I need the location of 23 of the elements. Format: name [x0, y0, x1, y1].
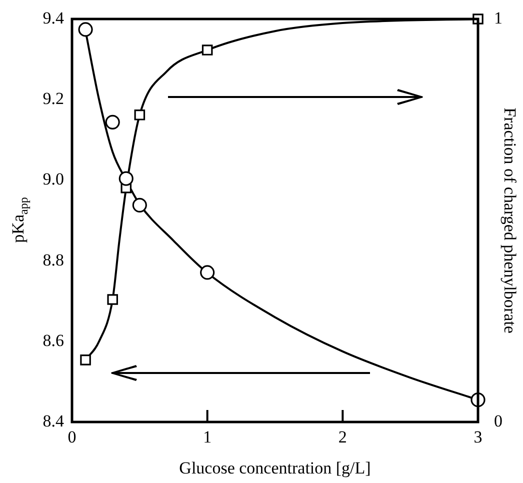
point [78, 22, 93, 37]
x-axis-title: Glucose concentration [g/L] [179, 458, 371, 478]
point [132, 198, 147, 212]
y-tick-label: 8.4 [42, 411, 64, 430]
y2-tick-label: 1 [494, 8, 502, 28]
point [118, 171, 134, 186]
point [134, 110, 146, 120]
y2-axis-title: Fraction of charged phenylborate [500, 108, 520, 334]
x-tick-label: 3 [474, 428, 482, 447]
point [107, 294, 118, 305]
x-tick-label: 1 [203, 428, 212, 447]
y-tick-label: 9.0 [42, 170, 64, 189]
point [80, 354, 91, 366]
x-tick-label: 2 [338, 428, 347, 447]
y-tick-label: 8.8 [42, 250, 64, 270]
y-tick-label: 8.6 [42, 330, 64, 350]
y-tick-label: 9.2 [42, 89, 64, 108]
x-tick-label: 0 [68, 428, 76, 447]
y2-tick-label: 0 [494, 411, 502, 430]
y-tick-label: 9.4 [42, 8, 64, 28]
point [105, 114, 120, 130]
point [200, 265, 215, 280]
point [202, 44, 213, 56]
